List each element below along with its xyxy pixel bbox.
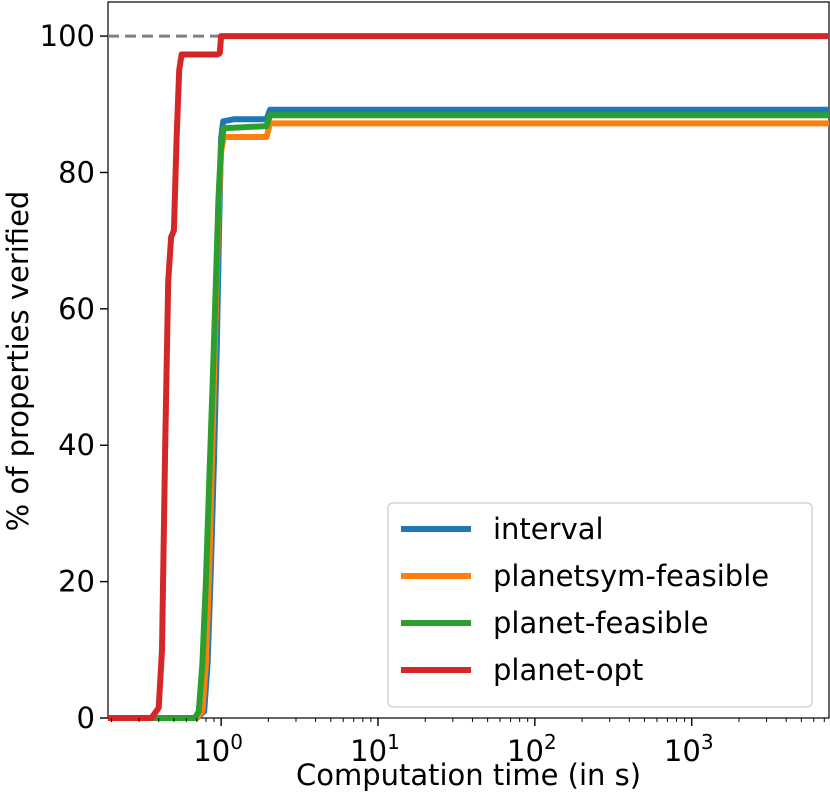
x-tick-label: 100 <box>193 730 243 768</box>
plot-frame <box>107 1 830 719</box>
x-axis-label: Computation time (in s) <box>296 758 641 792</box>
y-tick-label: 40 <box>58 428 95 462</box>
legend-label-interval: interval <box>493 512 604 546</box>
legend-label-planet-opt: planet-opt <box>493 653 643 687</box>
y-tick-label: 60 <box>58 292 95 326</box>
x-tick-label: 102 <box>507 730 557 768</box>
y-tick-label: 100 <box>40 19 95 53</box>
x-tick-label: 103 <box>664 730 714 768</box>
y-tick-label: 80 <box>58 155 95 189</box>
x-tick-label: 101 <box>350 730 400 768</box>
legend-box <box>387 502 813 708</box>
y-tick-label: 0 <box>77 701 95 735</box>
x-axis: 100 101 102 103 <box>110 718 825 768</box>
legend-label-planetsym-feasible: planetsym-feasible <box>493 559 769 593</box>
y-tick-label: 20 <box>58 565 95 599</box>
legend: interval planetsym-feasible planet-feasibl… <box>387 502 813 708</box>
series-line-planet-opt <box>108 33 829 721</box>
axes <box>107 1 830 719</box>
series-line-planet-feasible <box>108 112 829 721</box>
legend-label-planet-feasible: planet-feasible <box>493 606 709 640</box>
series-group <box>108 33 829 721</box>
y-axis-label: % of properties verified <box>1 191 35 532</box>
y-axis: 0 20 40 60 80 100 <box>40 19 108 735</box>
